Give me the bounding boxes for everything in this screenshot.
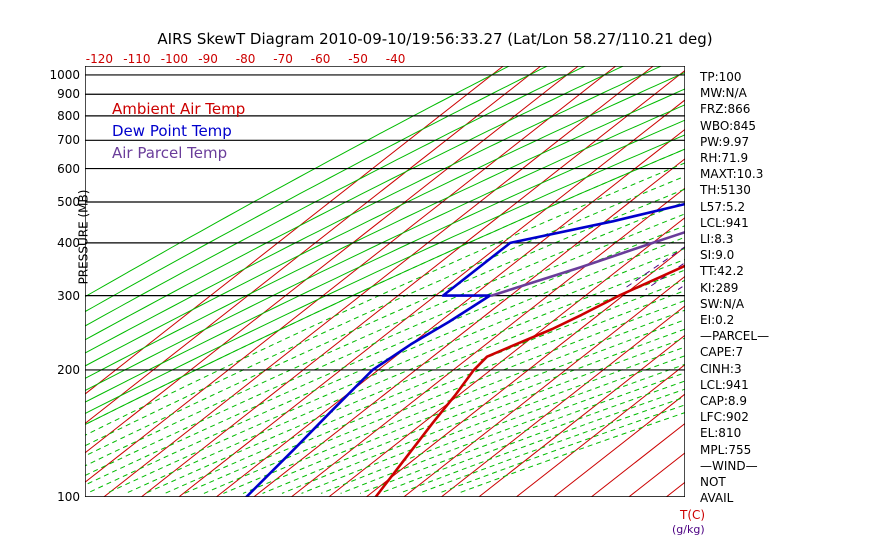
parameter-l57: L57:5.2	[700, 199, 746, 214]
top-temp-tick: -110	[123, 52, 151, 66]
top-temp-tick: -70	[273, 52, 293, 66]
top-temp-tick: -80	[235, 52, 256, 66]
parameter-mpl: MPL:755	[700, 442, 752, 457]
top-temp-tick: -100	[160, 52, 188, 66]
top-temp-tick: -40	[385, 52, 406, 66]
pressure-tick: 700	[57, 133, 80, 148]
top-temp-tick: -90	[198, 52, 218, 66]
parameter-wind: —WIND—	[700, 458, 758, 473]
parameter-cape: CAPE:7	[700, 345, 744, 360]
legend-item-2: Dew Point Temp	[112, 122, 232, 140]
parameter-parcel: —PARCEL—	[700, 329, 770, 344]
parameter-tp: TP:100	[700, 70, 742, 84]
parameter-ki: KI:289	[700, 280, 739, 295]
parameter-ei: EI:0.2	[700, 313, 735, 327]
legend-item-3: Air Parcel Temp	[112, 144, 228, 162]
parameter-pw: PW:9.97	[700, 134, 750, 149]
pressure-tick: 200	[57, 362, 80, 377]
bottom-axis-unit-temp: T(C)	[680, 508, 706, 522]
parameter-el: EL:810	[700, 426, 742, 441]
plot-area	[85, 66, 685, 497]
pressure-tick: 300	[57, 288, 80, 303]
parameter-cap: CAP:8.9	[700, 394, 747, 408]
bottom-axis-unit-mixing-ratio: (g/kg)	[672, 523, 705, 536]
pressure-tick: 900	[57, 87, 80, 102]
legend-item-1: Ambient Air Temp	[112, 100, 246, 118]
skewt-canvas	[85, 66, 685, 497]
parameter-tt: TT:42.2	[700, 264, 744, 279]
parameter-avail: AVAIL	[700, 491, 734, 506]
parameter-li: LI:8.3	[700, 232, 734, 246]
page-title: AIRS SkewT Diagram 2010-09-10/19:56:33.2…	[157, 30, 713, 48]
pressure-tick: 100	[57, 490, 80, 504]
pressure-tick: 800	[57, 108, 80, 123]
parameter-cinh: CINH:3	[700, 361, 742, 376]
pressure-tick: 600	[57, 161, 80, 176]
parameter-wbo: WBO:845	[700, 118, 757, 133]
parameter-maxt: MAXT:10.3	[700, 167, 764, 182]
pressure-tick: 500	[57, 194, 80, 209]
series-ambient-air-temp	[374, 264, 685, 497]
parameter-rh: RH:71.9	[700, 151, 749, 165]
series-air-parcel-temp	[490, 230, 685, 297]
parameter-frz: FRZ:866	[700, 102, 751, 117]
top-temp-tick: -120	[85, 52, 113, 66]
parameter-lfc: LFC:902	[700, 410, 749, 425]
parameter-lcl: LCL:941	[700, 215, 749, 230]
pressure-tick: 400	[57, 235, 80, 250]
series-dew-point-temp	[245, 202, 685, 497]
pressure-tick: 1000	[49, 67, 80, 82]
parameter-not: NOT	[700, 475, 726, 489]
parameter-si: SI:9.0	[700, 248, 735, 263]
parameter-th: TH:5130	[700, 183, 751, 198]
top-temp-tick: -60	[310, 52, 331, 66]
parameter-mw: MW:N/A	[700, 86, 747, 101]
parameter-sw: SW:N/A	[700, 296, 745, 311]
top-temp-tick: -50	[348, 52, 368, 66]
parameter-lcl: LCL:941	[700, 377, 749, 392]
